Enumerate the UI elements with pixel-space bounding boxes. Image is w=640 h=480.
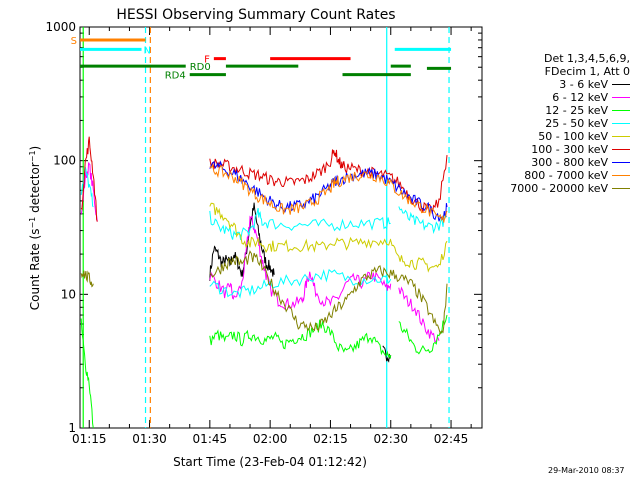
x-axis-ticks: 01:15 01:30 01:45 02:00 02:15 02:30 02:45 — [72, 27, 472, 446]
timestamp: 29-Mar-2010 08:37 — [548, 466, 625, 475]
legend-swatch — [612, 123, 630, 124]
legend-label: 300 - 800 keV — [531, 156, 608, 169]
legend-label: 50 - 100 keV — [538, 130, 608, 143]
chart-title: HESSI Observing Summary Count Rates — [116, 7, 395, 23]
legend-entry: 6 - 12 keV — [478, 91, 638, 104]
legend-swatch — [612, 84, 630, 85]
legend-entry: 12 - 25 keV — [478, 104, 638, 117]
state-bar-label: N — [144, 45, 151, 56]
state-bar-label: RD4 — [165, 71, 186, 82]
y-tick-label: 1 — [68, 421, 76, 435]
series-line-7000-20000-keV — [209, 250, 448, 335]
series-line-50-100-keV — [390, 240, 448, 273]
series-line-3-6-keV — [382, 345, 392, 363]
y-tick-label: 100 — [53, 154, 76, 168]
x-tick-label: 02:30 — [373, 432, 408, 446]
legend-swatch — [612, 162, 630, 163]
legend-entry: 300 - 800 keV — [478, 156, 638, 169]
series-line-12-25-keV — [209, 319, 392, 359]
series-line-6-12-keV — [398, 286, 440, 344]
state-bar-label: S — [71, 36, 77, 47]
plot-frame — [79, 26, 483, 429]
legend: Det 1,3,4,5,6,9, FDecim 1, Att 0 3 - 6 k… — [478, 52, 638, 195]
legend-header-line-2: FDecim 1, Att 0 — [544, 65, 630, 78]
x-axis-label: Start Time (23-Feb-04 01:12:42) — [173, 455, 367, 469]
legend-label: 6 - 12 keV — [552, 91, 608, 104]
x-tick-label: 02:15 — [313, 432, 348, 446]
series-line-25-50-keV — [209, 207, 391, 241]
state-bar-label: RD0 — [190, 62, 211, 73]
series-line-50-100-keV — [209, 202, 392, 254]
x-tick-label: 02:45 — [434, 432, 469, 446]
legend-label: 100 - 300 keV — [531, 143, 608, 156]
legend-entries: 3 - 6 keV 6 - 12 keV 12 - 25 keV 25 - 50 ke… — [478, 78, 638, 195]
series-line-3-6-keV — [209, 202, 275, 281]
y-axis-ticks: 1 10 100 1000 — [45, 20, 482, 435]
series-line-25-50-keV — [209, 268, 392, 299]
series-line-100-300-keV — [209, 149, 448, 214]
state-bar-label: F — [204, 55, 210, 66]
legend-entry: 100 - 300 keV — [478, 143, 638, 156]
legend-label: 800 - 7000 keV — [524, 169, 608, 182]
x-tick-label: 02:00 — [253, 432, 288, 446]
legend-swatch — [612, 188, 630, 189]
series-line-12-25-keV — [80, 318, 94, 429]
legend-entry: 3 - 6 keV — [478, 78, 638, 91]
legend-entry: 50 - 100 keV — [478, 130, 638, 143]
legend-entry: 800 - 7000 keV — [478, 169, 638, 182]
series-line-300-800-keV — [209, 160, 448, 222]
legend-swatch — [612, 110, 630, 111]
vertical-markers — [82, 27, 450, 428]
legend-header-line-1: Det 1,3,4,5,6,9, — [543, 52, 630, 65]
series-line-7000-20000-keV — [80, 270, 94, 288]
series-line-12-25-keV — [398, 314, 448, 355]
series-line-800-7000-keV — [209, 163, 448, 223]
series-group — [80, 136, 448, 429]
legend-label: 3 - 6 keV — [559, 78, 608, 91]
legend-entry: 7000 - 20000 keV — [478, 182, 638, 195]
series-line-25-50-keV — [80, 166, 94, 208]
legend-swatch — [612, 97, 630, 98]
legend-swatch — [612, 149, 630, 150]
legend-label: 25 - 50 keV — [545, 117, 608, 130]
legend-label: 12 - 25 keV — [545, 104, 608, 117]
series-line-100-300-keV — [80, 136, 98, 222]
series-line-6-12-keV — [209, 215, 392, 311]
legend-entry: 25 - 50 keV — [478, 117, 638, 130]
series-line-25-50-keV — [398, 206, 448, 235]
x-tick-label: 01:30 — [132, 432, 167, 446]
legend-label: 7000 - 20000 keV — [510, 182, 608, 195]
y-axis-label: Count Rate (s−1 detector−1) — [28, 146, 43, 310]
y-tick-label: 10 — [61, 287, 76, 301]
legend-swatch — [612, 136, 630, 137]
x-tick-label: 01:45 — [193, 432, 228, 446]
y-tick-label: 1000 — [45, 20, 76, 34]
legend-swatch — [612, 175, 630, 176]
x-tick-label: 01:15 — [72, 432, 107, 446]
